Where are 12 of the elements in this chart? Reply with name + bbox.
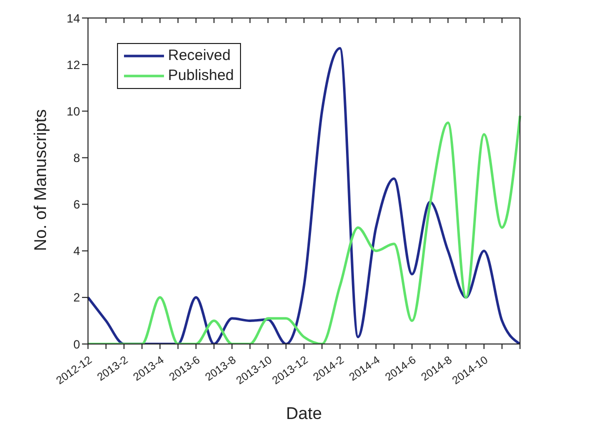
legend-label: Received xyxy=(168,46,231,66)
y-tick-label: 2 xyxy=(73,290,80,305)
y-tick-label: 4 xyxy=(73,244,80,258)
y-axis-title: No. of Manuscripts xyxy=(31,109,50,251)
legend-label: Published xyxy=(168,66,234,86)
y-tick-label: 6 xyxy=(73,198,80,212)
y-tick-label: 14 xyxy=(66,11,80,26)
x-axis-title: Date xyxy=(286,404,322,423)
y-tick-label: 10 xyxy=(66,104,80,118)
y-tick-label: 0 xyxy=(73,337,80,352)
y-tick-label: 12 xyxy=(66,58,80,72)
y-tick-label: 8 xyxy=(73,150,80,165)
